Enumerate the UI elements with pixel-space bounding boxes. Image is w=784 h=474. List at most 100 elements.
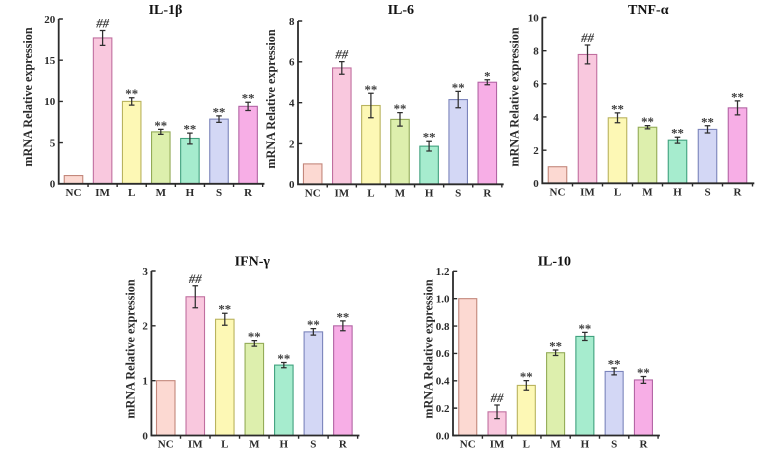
svg-text:H: H [280, 439, 289, 451]
svg-text:10: 10 [44, 96, 56, 108]
svg-text:S: S [310, 439, 316, 451]
svg-text:**: ** [423, 131, 436, 145]
svg-text:20: 20 [44, 14, 56, 26]
svg-text:**: ** [452, 81, 465, 95]
svg-text:S: S [611, 439, 617, 451]
svg-text:##: ## [580, 31, 594, 45]
svg-text:mRNA Relative expression: mRNA Relative expression [21, 27, 35, 166]
svg-text:L: L [367, 188, 374, 200]
svg-text:NC: NC [305, 188, 321, 200]
svg-text:IM: IM [95, 187, 110, 199]
svg-text:1.0: 1.0 [436, 293, 450, 305]
svg-text:##: ## [490, 391, 504, 405]
svg-text:8: 8 [289, 16, 295, 28]
svg-text:IM: IM [490, 439, 505, 451]
svg-text:**: ** [365, 83, 378, 97]
svg-text:0: 0 [533, 178, 539, 190]
svg-text:4: 4 [289, 97, 295, 109]
svg-text:**: ** [336, 310, 349, 324]
svg-text:**: ** [277, 352, 290, 366]
svg-text:**: ** [307, 318, 320, 332]
svg-text:**: ** [125, 87, 138, 101]
svg-text:*: * [484, 69, 490, 83]
svg-text:IL-1β: IL-1β [149, 3, 183, 18]
svg-text:L: L [614, 187, 621, 199]
svg-text:2: 2 [142, 321, 148, 333]
svg-text:M: M [395, 188, 406, 200]
svg-text:8: 8 [533, 45, 539, 57]
svg-text:0: 0 [50, 179, 56, 191]
svg-text:H: H [425, 188, 434, 200]
svg-text:IL-10: IL-10 [538, 254, 571, 269]
svg-text:L: L [523, 439, 530, 451]
svg-text:**: ** [549, 339, 562, 353]
svg-text:**: ** [637, 366, 650, 380]
svg-text:##: ## [188, 272, 202, 286]
svg-text:R: R [339, 439, 348, 451]
svg-text:0.4: 0.4 [436, 376, 450, 388]
svg-text:1.2: 1.2 [436, 266, 450, 278]
svg-text:**: ** [242, 92, 255, 106]
svg-text:##: ## [95, 17, 109, 31]
svg-text:M: M [642, 187, 653, 199]
svg-text:R: R [244, 187, 253, 199]
svg-text:mRNA Relative expression: mRNA Relative expression [124, 279, 138, 418]
svg-text:0: 0 [289, 179, 295, 191]
svg-text:H: H [673, 187, 682, 199]
svg-text:IM: IM [580, 187, 595, 199]
svg-text:IL-6: IL-6 [388, 3, 414, 18]
svg-text:IM: IM [188, 439, 203, 451]
svg-text:1: 1 [142, 375, 148, 387]
svg-text:4: 4 [533, 112, 539, 124]
svg-text:mRNA Relative expression: mRNA Relative expression [508, 27, 522, 166]
svg-text:3: 3 [142, 266, 148, 278]
svg-text:M: M [550, 439, 561, 451]
svg-text:0.0: 0.0 [436, 430, 450, 442]
svg-text:**: ** [611, 102, 624, 116]
svg-text:NC: NC [460, 439, 476, 451]
svg-text:**: ** [213, 105, 226, 119]
svg-text:S: S [216, 187, 222, 199]
svg-text:NC: NC [158, 439, 174, 451]
svg-text:M: M [156, 187, 167, 199]
svg-text:H: H [186, 187, 195, 199]
svg-text:**: ** [184, 123, 197, 137]
svg-text:**: ** [731, 90, 744, 104]
svg-text:NC: NC [66, 187, 82, 199]
svg-text:**: ** [641, 115, 654, 129]
svg-text:S: S [455, 188, 461, 200]
svg-text:0.8: 0.8 [436, 321, 450, 333]
svg-text:2: 2 [533, 145, 539, 157]
svg-text:**: ** [520, 370, 533, 384]
svg-text:10: 10 [528, 12, 540, 24]
svg-text:R: R [639, 439, 648, 451]
svg-text:IFN-γ: IFN-γ [235, 254, 271, 269]
svg-text:**: ** [248, 330, 261, 344]
svg-text:R: R [734, 187, 743, 199]
svg-text:**: ** [394, 102, 407, 116]
svg-text:6: 6 [533, 79, 539, 91]
svg-text:0.6: 0.6 [436, 348, 450, 360]
svg-text:0.2: 0.2 [436, 403, 450, 415]
svg-text:L: L [128, 187, 135, 199]
svg-text:0: 0 [142, 430, 148, 442]
svg-text:IM: IM [334, 188, 349, 200]
svg-text:S: S [704, 187, 710, 199]
svg-text:**: ** [671, 127, 684, 141]
svg-text:**: ** [701, 115, 714, 129]
svg-text:NC: NC [550, 187, 566, 199]
svg-text:TNF-α: TNF-α [628, 3, 669, 18]
svg-text:L: L [221, 439, 228, 451]
svg-text:5: 5 [50, 137, 56, 149]
svg-text:15: 15 [44, 55, 56, 67]
svg-text:**: ** [218, 303, 231, 317]
svg-text:H: H [581, 439, 590, 451]
svg-text:**: ** [608, 358, 621, 372]
svg-text:R: R [483, 188, 492, 200]
svg-text:mRNA Relative expression: mRNA Relative expression [422, 279, 436, 418]
svg-text:M: M [249, 439, 260, 451]
svg-text:**: ** [154, 119, 167, 133]
svg-text:##: ## [334, 48, 348, 62]
svg-text:2: 2 [289, 138, 295, 150]
svg-text:6: 6 [289, 57, 295, 69]
